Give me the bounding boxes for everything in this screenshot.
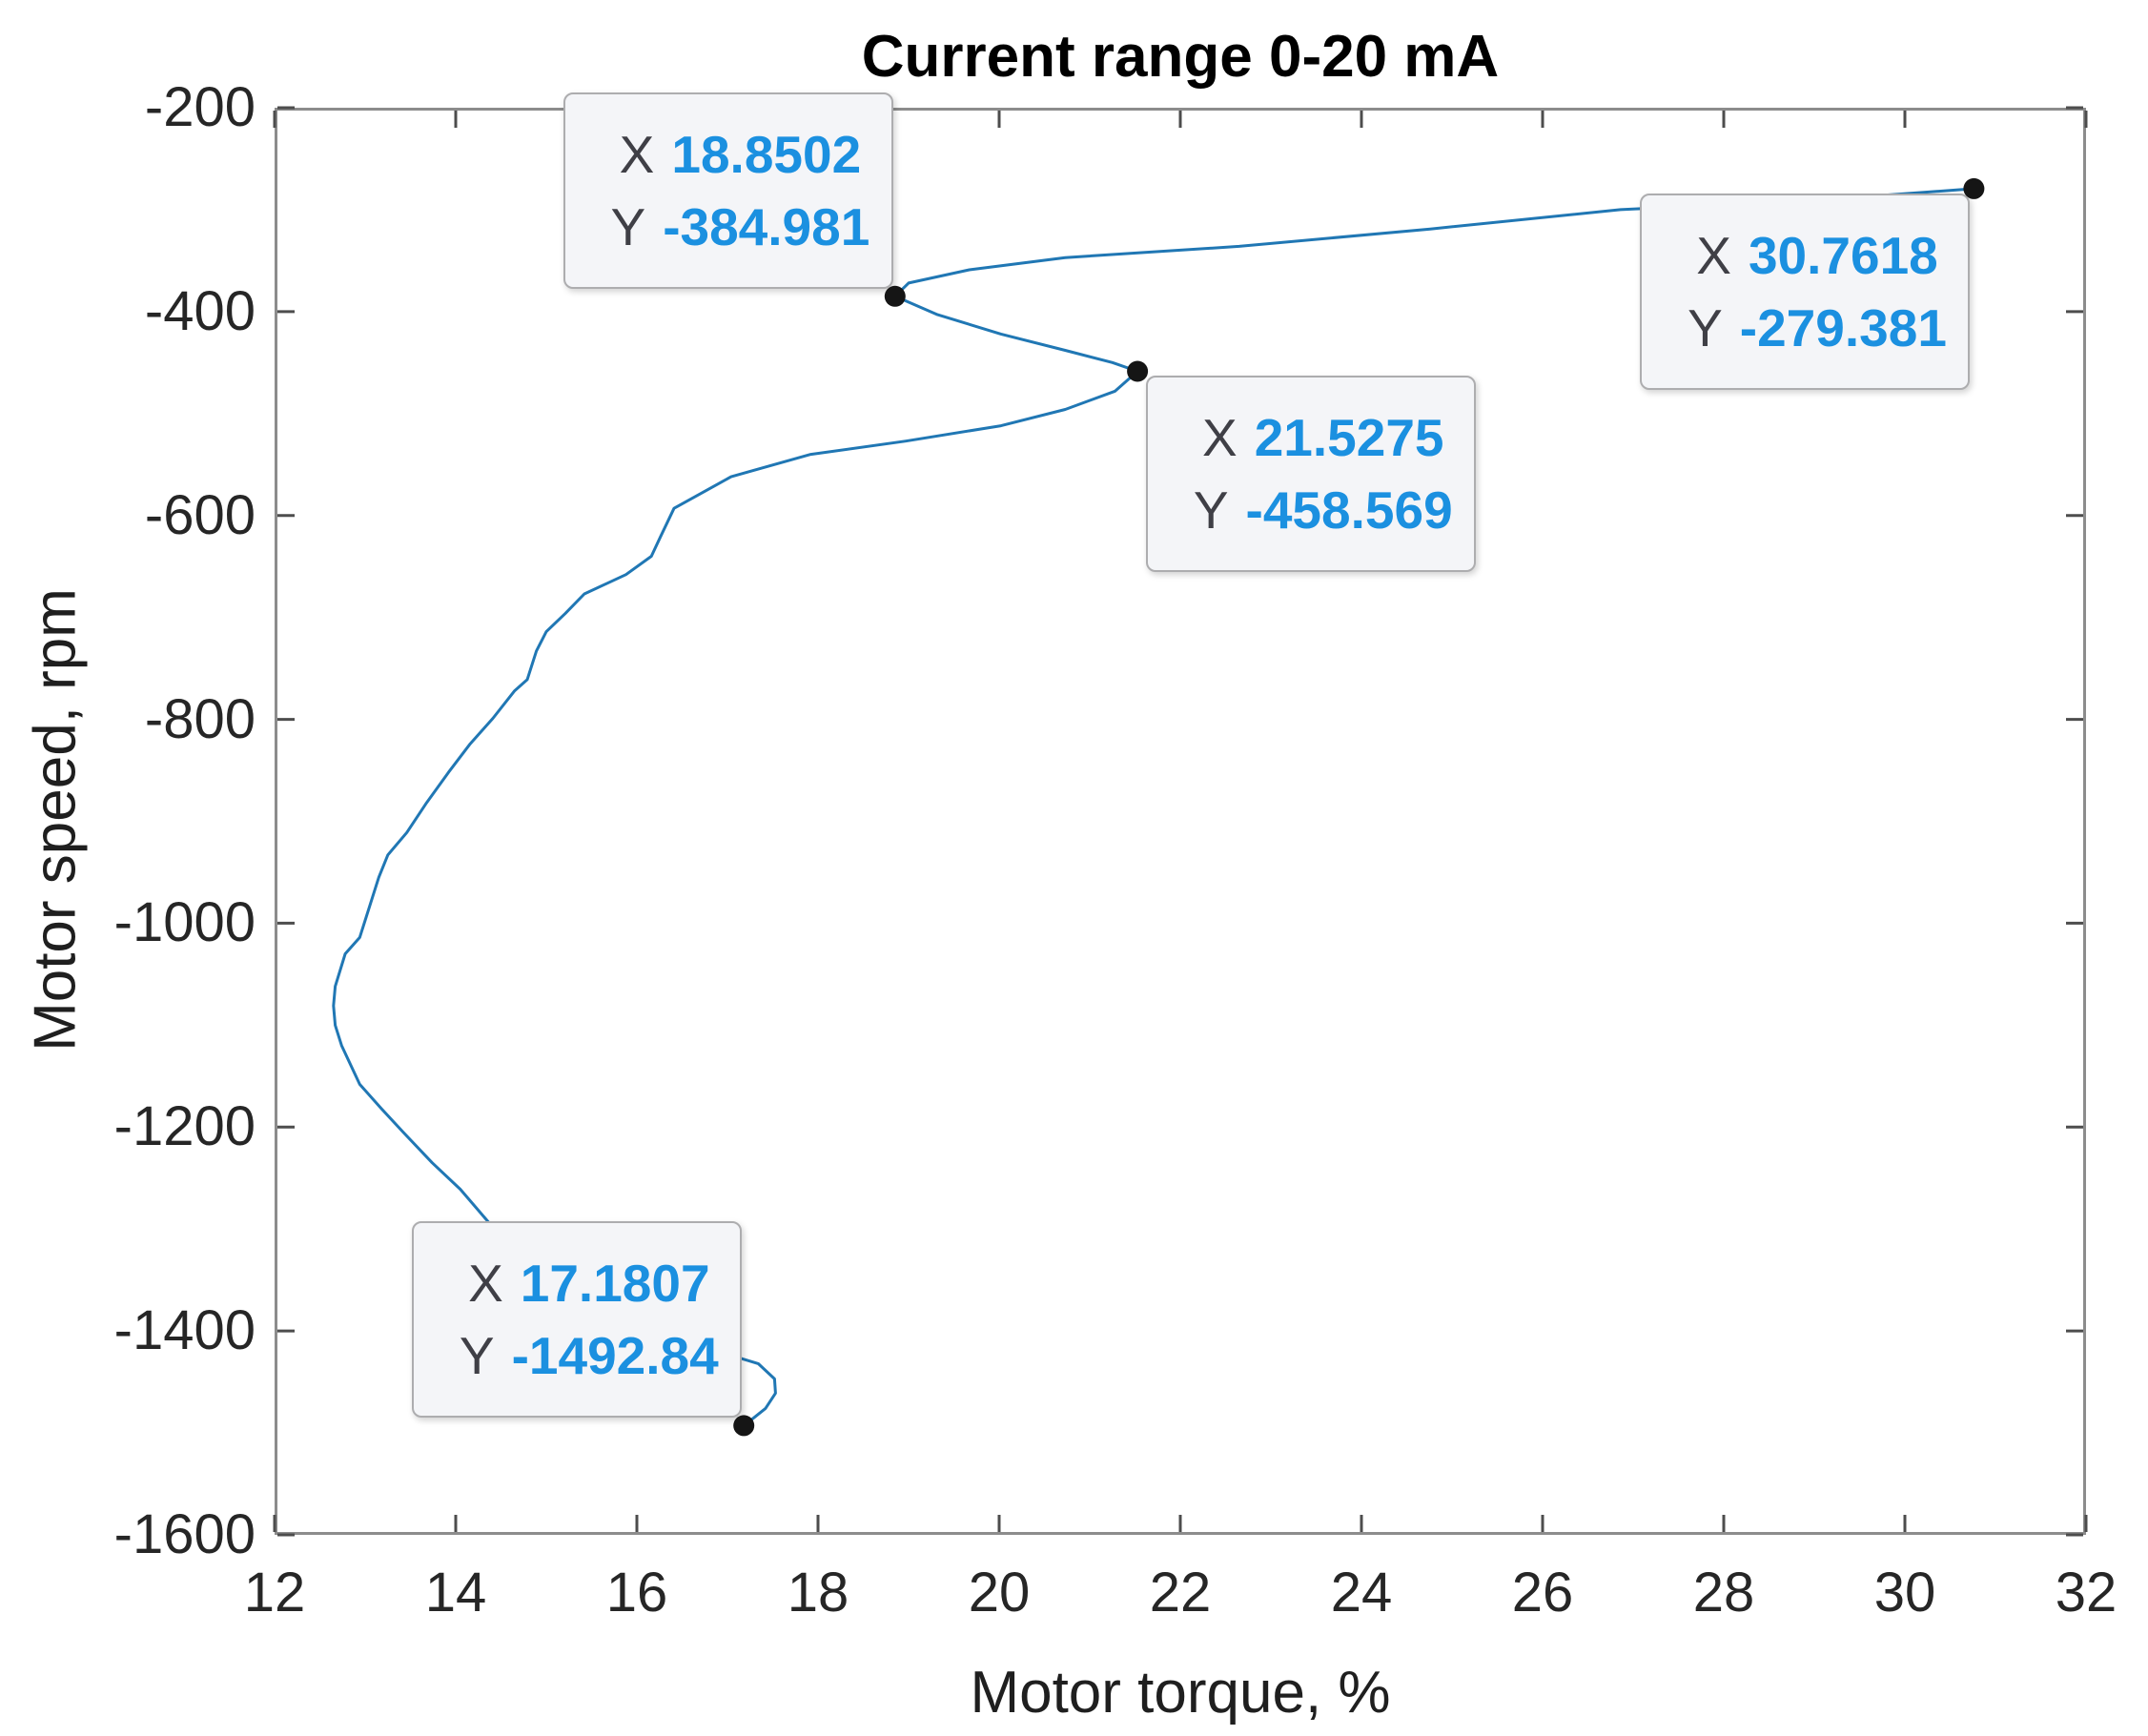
y-tick-label: -1400 xyxy=(113,1299,256,1362)
x-tick-label: 30 xyxy=(1873,1562,1936,1624)
datatip-axis-label: Y xyxy=(1688,297,1723,357)
y-tick-label: -1600 xyxy=(113,1503,256,1565)
datatip-value: 18.8502 xyxy=(671,124,862,184)
datatip-row: X 17.1807 xyxy=(444,1247,710,1319)
data-marker[interactable] xyxy=(1127,360,1149,382)
x-tick-label: 24 xyxy=(1330,1562,1393,1624)
datatip-value: 17.1807 xyxy=(520,1254,710,1314)
datatip-axis-label: Y xyxy=(1193,480,1229,541)
x-tick-label: 12 xyxy=(243,1562,306,1624)
x-tick-label: 18 xyxy=(787,1562,849,1624)
datatip-value: 21.5275 xyxy=(1254,408,1444,468)
datatip[interactable]: X 17.1807 Y -1492.84 xyxy=(412,1221,743,1419)
datatip[interactable]: X 30.7618 Y -279.381 xyxy=(1640,193,1971,390)
x-axis-label: Motor torque, % xyxy=(970,1660,1391,1726)
x-tick-label: 28 xyxy=(1692,1562,1755,1624)
datatip-row: Y -279.381 xyxy=(1664,292,1947,364)
x-tick-label: 26 xyxy=(1511,1562,1574,1624)
data-marker[interactable] xyxy=(884,285,906,307)
datatip[interactable]: X 18.8502 Y -384.981 xyxy=(563,92,893,289)
y-tick-label: -200 xyxy=(144,76,256,138)
datatip-row: X 21.5275 xyxy=(1178,401,1444,474)
x-tick-label: 16 xyxy=(605,1562,668,1624)
datatip-value: -279.381 xyxy=(1739,297,1947,357)
datatip-axis-label: X xyxy=(468,1254,503,1314)
datatip-value: -384.981 xyxy=(663,196,870,256)
x-tick-label: 14 xyxy=(424,1562,487,1624)
y-tick-label: -400 xyxy=(144,279,256,342)
y-tick-label: -800 xyxy=(144,687,256,750)
datatip-row: X 18.8502 xyxy=(595,118,862,191)
x-tick-label: 22 xyxy=(1149,1562,1212,1624)
datatip-row: Y -458.569 xyxy=(1170,474,1453,546)
chart-title: Current range 0-20 mA xyxy=(861,24,1500,90)
datatip-row: Y -1492.84 xyxy=(436,1319,719,1392)
datatip-axis-label: X xyxy=(619,124,655,184)
data-marker[interactable] xyxy=(733,1415,755,1437)
y-axis-label: Motor speed, rpm xyxy=(22,588,89,1052)
y-tick-label: -1000 xyxy=(113,891,256,954)
datatip-row: Y -384.981 xyxy=(586,191,870,263)
x-tick-label: 32 xyxy=(2055,1562,2117,1624)
x-tick-label: 20 xyxy=(968,1562,1031,1624)
datatip-value: 30.7618 xyxy=(1748,225,1938,285)
datatip-axis-label: Y xyxy=(459,1326,495,1386)
data-marker[interactable] xyxy=(1963,177,1985,199)
y-tick-label: -1200 xyxy=(113,1095,256,1158)
datatip-axis-label: X xyxy=(1696,225,1731,285)
datatip-row: X 30.7618 xyxy=(1672,219,1938,292)
datatip-axis-label: Y xyxy=(610,196,646,256)
datatip[interactable]: X 21.5275 Y -458.569 xyxy=(1146,376,1477,573)
datatip-value: -458.569 xyxy=(1245,480,1453,541)
y-tick-label: -600 xyxy=(144,483,256,546)
datatip-axis-label: X xyxy=(1202,408,1238,468)
datatip-value: -1492.84 xyxy=(511,1326,719,1386)
